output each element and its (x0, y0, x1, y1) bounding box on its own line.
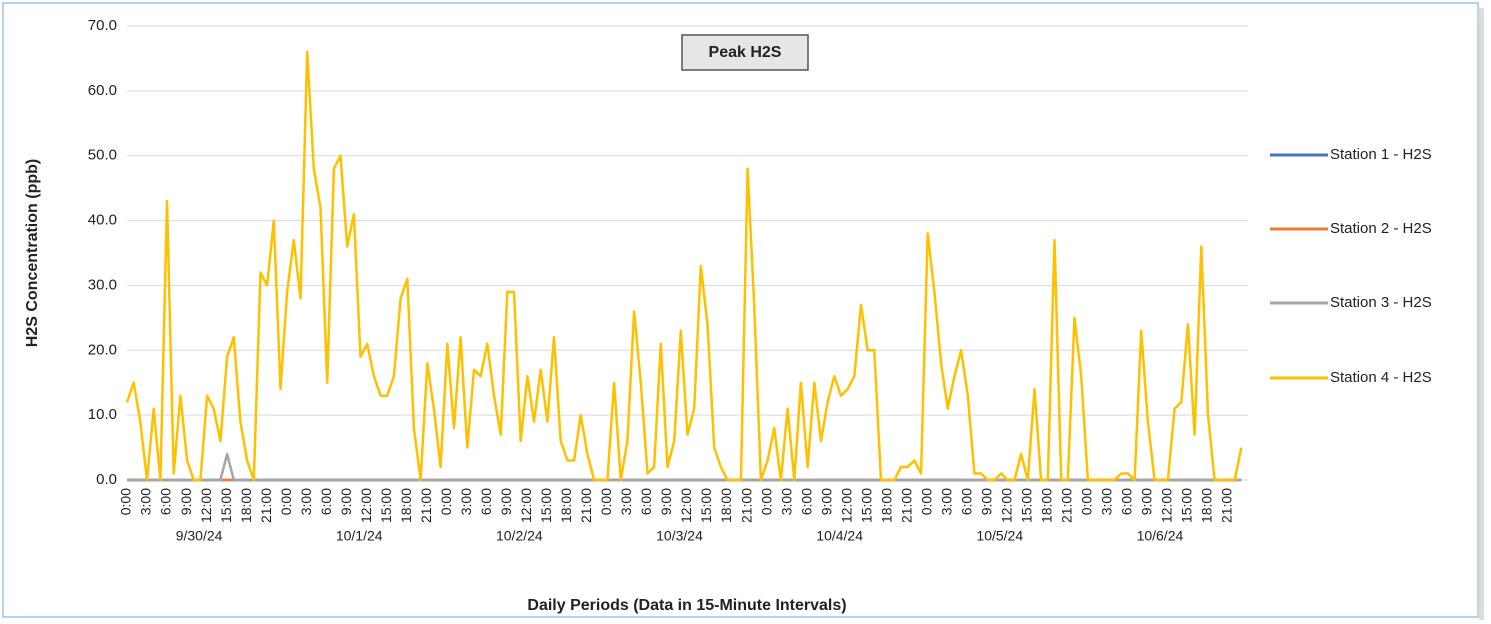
legend-label: Station 4 - H2S (1330, 369, 1432, 386)
day-label: 10/3/24 (656, 528, 703, 544)
y-tick-label: 60.0 (88, 82, 117, 99)
x-tick-label: 18:00 (718, 488, 734, 523)
x-tick-label: 18:00 (1039, 488, 1055, 523)
x-tick-label: 21:00 (578, 488, 594, 523)
x-tick-label: 15:00 (378, 488, 394, 523)
x-tick-label: 12:00 (198, 488, 214, 523)
day-label: 10/6/24 (1137, 528, 1184, 544)
x-tick-label: 3:00 (458, 488, 474, 515)
x-tick-label: 3:00 (298, 488, 314, 515)
y-tick-label: 30.0 (88, 276, 117, 293)
x-tick-label: 15:00 (1019, 488, 1035, 523)
x-tick-label: 12:00 (518, 488, 534, 523)
day-label: 10/2/24 (496, 528, 543, 544)
x-tick-label: 3:00 (618, 488, 634, 515)
day-label: 10/5/24 (976, 528, 1023, 544)
x-tick-label: 0:00 (598, 488, 614, 515)
x-tick-label: 6:00 (638, 488, 654, 515)
legend-label: Station 3 - H2S (1330, 294, 1432, 311)
x-tick-label: 0:00 (1079, 488, 1095, 515)
x-tick-label: 3:00 (778, 488, 794, 515)
y-axis-title: H2S Concentration (ppb) (24, 159, 41, 347)
x-tick-label: 3:00 (1099, 488, 1115, 515)
x-tick-label: 9:00 (818, 488, 834, 515)
x-tick-label: 21:00 (258, 488, 274, 523)
x-tick-label: 12:00 (358, 488, 374, 523)
x-tick-label: 9:00 (978, 488, 994, 515)
x-tick-label: 9:00 (658, 488, 674, 515)
y-tick-label: 10.0 (88, 406, 117, 423)
x-tick-label: 0:00 (758, 488, 774, 515)
series-line (125, 50, 1243, 482)
x-tick-label: 9:00 (498, 488, 514, 515)
series-line (127, 452, 1242, 482)
y-tick-label: 0.0 (96, 471, 117, 488)
title-box (681, 34, 809, 71)
x-tick-label: 9:00 (1139, 488, 1155, 515)
x-tick-label: 18:00 (1199, 488, 1215, 523)
x-tick-label: 12:00 (838, 488, 854, 523)
day-label: 10/1/24 (336, 528, 383, 544)
chart-frame (2, 2, 1479, 618)
chart-title: Peak H2S (709, 44, 782, 61)
x-tick-label: 18:00 (558, 488, 574, 523)
x-tick-label: 6:00 (798, 488, 814, 515)
x-tick-label: 18:00 (398, 488, 414, 523)
x-tick-label: 6:00 (958, 488, 974, 515)
x-tick-label: 0:00 (278, 488, 294, 515)
x-tick-label: 12:00 (998, 488, 1014, 523)
day-label: 10/4/24 (816, 528, 863, 544)
x-tick-label: 21:00 (1059, 488, 1075, 523)
x-axis-title: Daily Periods (Data in 15-Minute Interva… (527, 597, 846, 614)
day-label: 9/30/24 (176, 528, 223, 544)
x-tick-label: 0:00 (118, 488, 134, 515)
x-tick-label: 15:00 (218, 488, 234, 523)
x-tick-label: 6:00 (1119, 488, 1135, 515)
x-tick-label: 21:00 (1219, 488, 1235, 523)
x-tick-label: 15:00 (858, 488, 874, 523)
x-tick-label: 0:00 (438, 488, 454, 515)
x-tick-label: 21:00 (898, 488, 914, 523)
x-tick-label: 3:00 (938, 488, 954, 515)
y-tick-label: 20.0 (88, 341, 117, 358)
legend-label: Station 1 - H2S (1330, 146, 1432, 163)
x-tick-label: 18:00 (238, 488, 254, 523)
x-tick-label: 15:00 (538, 488, 554, 523)
x-tick-label: 12:00 (1159, 488, 1175, 523)
frame-shadow (1479, 8, 1484, 620)
x-tick-label: 9:00 (178, 488, 194, 515)
x-tick-label: 21:00 (738, 488, 754, 523)
x-tick-label: 6:00 (318, 488, 334, 515)
x-tick-label: 3:00 (138, 488, 154, 515)
x-tick-label: 18:00 (878, 488, 894, 523)
x-tick-label: 0:00 (918, 488, 934, 515)
y-tick-label: 40.0 (88, 212, 117, 229)
x-tick-label: 6:00 (158, 488, 174, 515)
y-tick-label: 70.0 (88, 17, 117, 34)
x-tick-label: 9:00 (338, 488, 354, 515)
x-tick-label: 21:00 (418, 488, 434, 523)
x-tick-label: 12:00 (678, 488, 694, 523)
x-tick-label: 15:00 (1179, 488, 1195, 523)
x-tick-label: 15:00 (698, 488, 714, 523)
x-tick-label: 6:00 (478, 488, 494, 515)
y-tick-label: 50.0 (88, 147, 117, 164)
legend-label: Station 2 - H2S (1330, 220, 1432, 237)
